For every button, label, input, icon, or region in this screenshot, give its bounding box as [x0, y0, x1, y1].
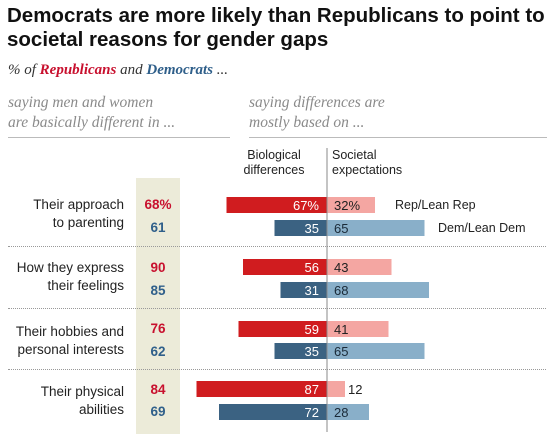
- rep-societal-bar: [327, 321, 389, 337]
- rep-societal-bar: [327, 259, 392, 275]
- dem-societal-value: 65: [334, 221, 348, 236]
- category-line-1: Their physical: [40, 384, 124, 399]
- rep-basically-different-value: 68%: [144, 197, 172, 212]
- dem-societal-bar: [327, 404, 369, 420]
- category-line-1: Their hobbies and: [15, 324, 124, 339]
- dem-basically-different-value: 69: [150, 404, 166, 419]
- societal-header-line-2: expectations: [332, 163, 403, 177]
- dem-societal-value: 28: [334, 405, 348, 420]
- dem-basically-different-value: 62: [150, 344, 166, 359]
- category-line-2: abilities: [78, 402, 124, 417]
- dem-biological-bar: [280, 282, 327, 298]
- societal-column-header: Societal expectations: [332, 148, 432, 178]
- category-label-physical: Their physical abilities: [0, 383, 124, 419]
- dem-biological-bar: [274, 220, 327, 236]
- societal-header-line-1: Societal: [332, 148, 377, 162]
- dem-basically-different-value: 61: [150, 220, 166, 235]
- chart-subtitle: % of Republicans and Democrats ...: [8, 62, 228, 79]
- dem-societal-value: 65: [334, 344, 348, 359]
- subtitle-and: and: [116, 62, 147, 78]
- legend-rep-label: Rep/Lean Rep: [395, 198, 476, 212]
- subtitle-republicans: Republicans: [39, 62, 117, 78]
- dem-biological-value: 35: [305, 221, 319, 236]
- rep-biological-value: 59: [305, 322, 319, 337]
- row-separator: [8, 308, 546, 309]
- dem-societal-bar: [327, 343, 425, 359]
- basically-different-highlight: [136, 178, 180, 434]
- dem-basically-different-value: 85: [150, 283, 166, 298]
- dem-biological-value: 72: [305, 405, 319, 420]
- dem-biological-value: 35: [305, 344, 319, 359]
- rep-basically-different-value: 76: [150, 321, 166, 336]
- category-label-feelings: How they express their feelings: [0, 259, 124, 295]
- rep-societal-value: 32%: [334, 198, 360, 213]
- rep-biological-bar: [226, 197, 327, 213]
- rep-basically-different-value: 90: [150, 260, 166, 275]
- dem-biological-bar: [219, 404, 327, 420]
- rep-biological-bar: [196, 381, 327, 397]
- category-label-hobbies: Their hobbies and personal interests: [0, 323, 124, 359]
- subtitle-prefix: % of: [8, 62, 40, 78]
- left-header-line-2: are basically different in ...: [8, 114, 176, 131]
- category-line-1: Their approach: [33, 197, 124, 212]
- dem-biological-value: 31: [305, 283, 319, 298]
- rep-societal-bar: [327, 381, 345, 397]
- rep-biological-value: 67%: [293, 198, 319, 213]
- category-line-2: their feelings: [47, 278, 124, 293]
- biological-header-line-2: differences: [243, 163, 305, 177]
- right-header-line-2: mostly based on ...: [249, 114, 365, 131]
- biological-header-line-1: Biological: [247, 148, 301, 162]
- category-line-1: How they express: [16, 260, 124, 275]
- rep-biological-bar: [238, 321, 327, 337]
- rep-societal-bar: [327, 197, 375, 213]
- row-separator: [8, 369, 546, 370]
- right-header-rule: [249, 137, 547, 138]
- category-line-2: personal interests: [17, 342, 124, 357]
- rep-societal-value: 41: [334, 322, 348, 337]
- subtitle-democrats: Democrats: [146, 62, 214, 78]
- rep-biological-bar: [243, 259, 327, 275]
- right-header-line-1: saying differences are: [249, 94, 385, 111]
- rep-biological-value: 87: [305, 382, 319, 397]
- dem-societal-bar: [327, 220, 425, 236]
- rep-basically-different-value: 84: [150, 382, 166, 397]
- row-separator: [8, 246, 546, 247]
- dem-biological-bar: [274, 343, 327, 359]
- left-header-line-1: saying men and women: [8, 94, 154, 111]
- left-header-rule: [8, 137, 230, 138]
- biological-column-header: Biological differences: [222, 148, 326, 178]
- dem-societal-bar: [327, 282, 429, 298]
- dem-societal-value: 68: [334, 283, 348, 298]
- rep-biological-value: 56: [305, 260, 319, 275]
- category-label-parenting: Their approach to parenting: [0, 196, 124, 232]
- legend-dem-label: Dem/Lean Dem: [438, 221, 526, 235]
- rep-societal-value: 43: [334, 260, 348, 275]
- chart-title: Democrats are more likely than Republica…: [7, 4, 545, 51]
- left-column-header: saying men and women are basically diffe…: [8, 93, 175, 133]
- category-line-2: to parenting: [52, 215, 124, 230]
- rep-societal-value: 12: [348, 382, 362, 397]
- right-column-header: saying differences are mostly based on .…: [249, 93, 385, 133]
- subtitle-suffix: ...: [213, 62, 229, 78]
